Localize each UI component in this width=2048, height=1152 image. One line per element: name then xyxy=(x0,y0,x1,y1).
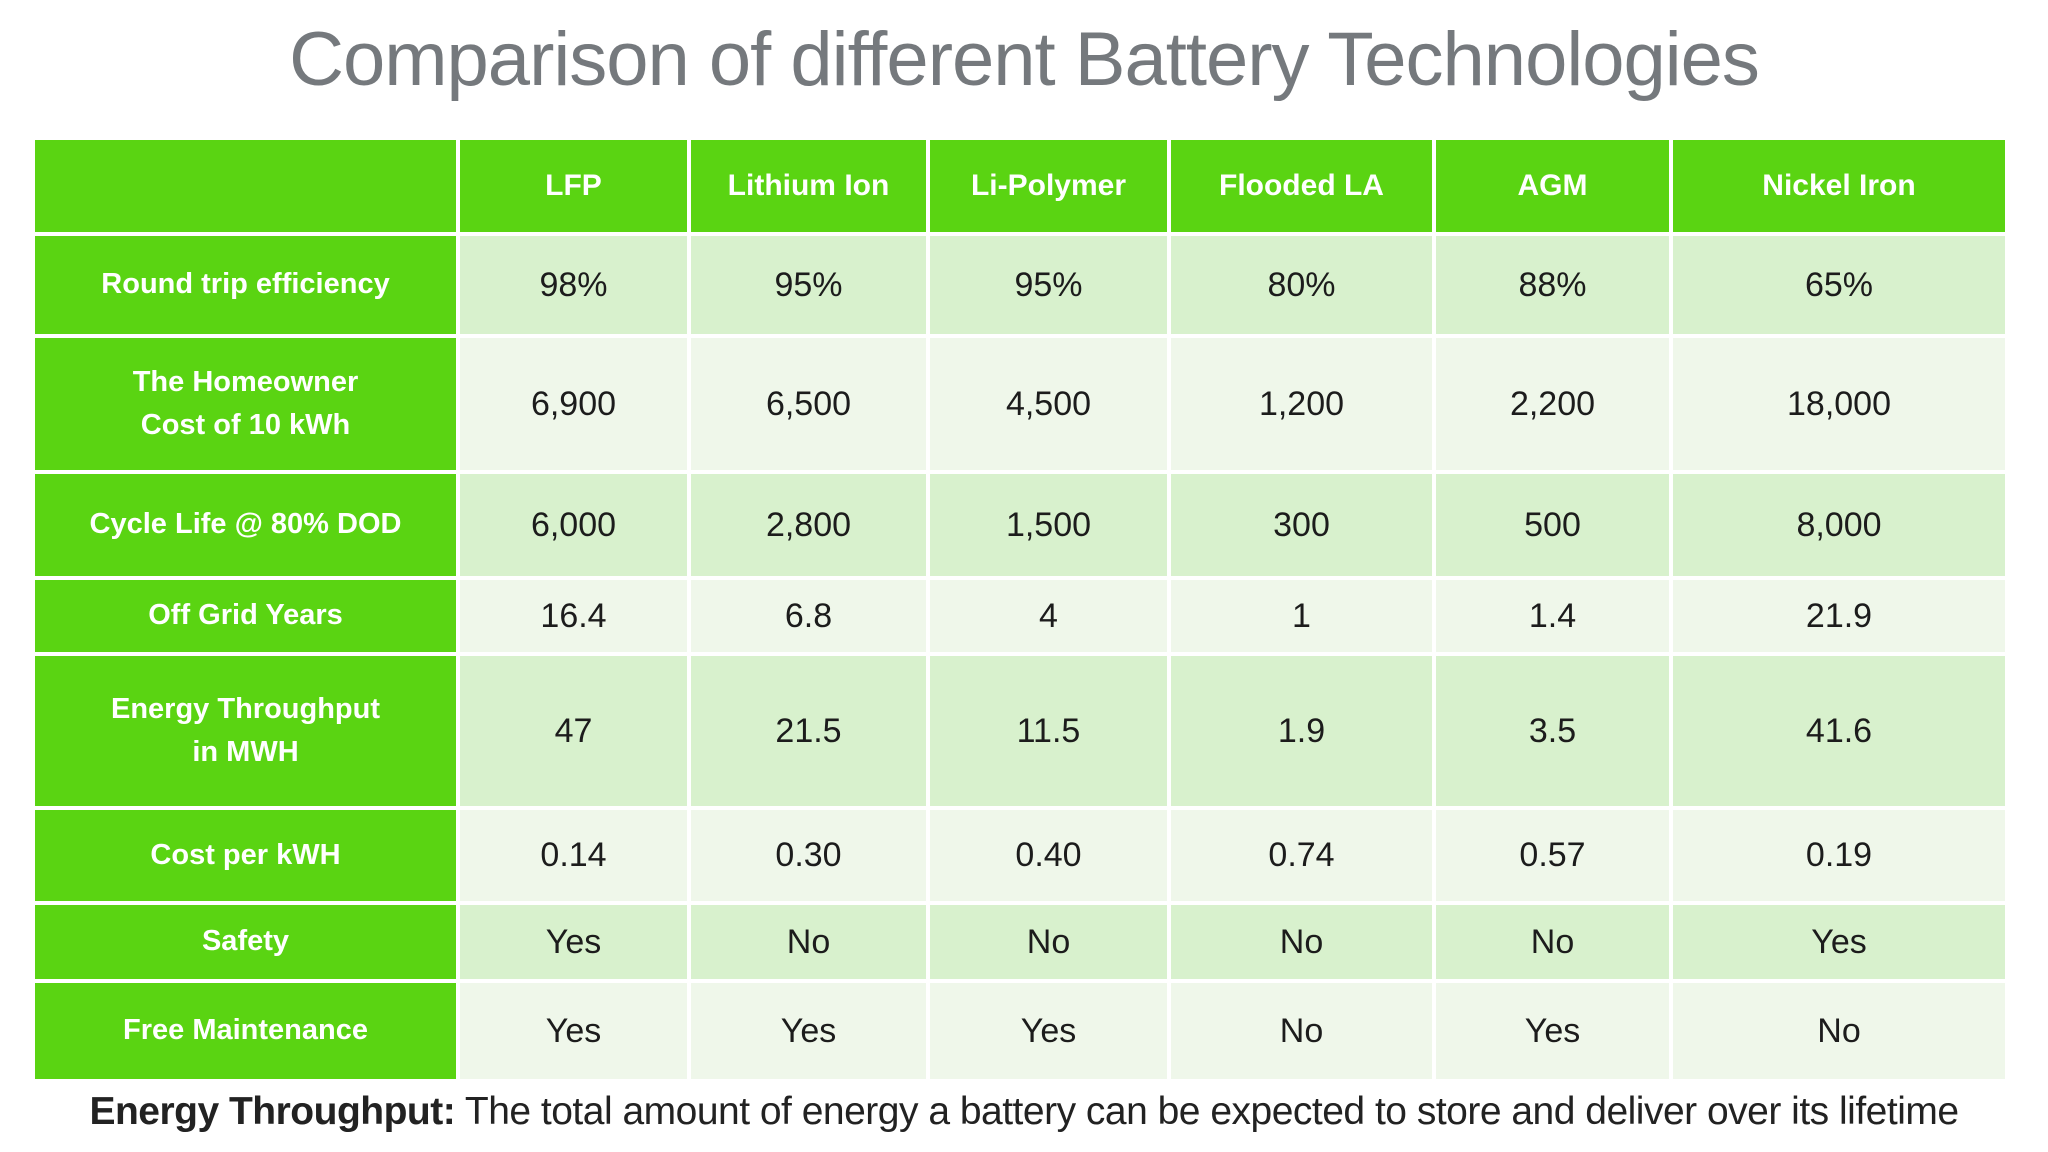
value-cell: 1,200 xyxy=(1171,338,1432,470)
value-cell: 0.57 xyxy=(1436,810,1669,901)
value-cell: Yes xyxy=(930,983,1167,1079)
value-cell: 11.5 xyxy=(930,656,1167,806)
value-cell: 88% xyxy=(1436,236,1669,334)
value-cell: 65% xyxy=(1673,236,2005,334)
value-cell: 1 xyxy=(1171,580,1432,652)
value-cell: 6,900 xyxy=(460,338,687,470)
value-cell: 1.9 xyxy=(1171,656,1432,806)
value-cell: 8,000 xyxy=(1673,474,2005,576)
column-header: LFP xyxy=(460,140,687,232)
column-header: Lithium Ion xyxy=(691,140,926,232)
page-title: Comparison of different Battery Technolo… xyxy=(289,17,1760,102)
column-header: Li-Polymer xyxy=(930,140,1167,232)
value-cell: 0.40 xyxy=(930,810,1167,901)
value-cell: 0.74 xyxy=(1171,810,1432,901)
value-cell: 1,500 xyxy=(930,474,1167,576)
footnote: Energy Throughput: The total amount of e… xyxy=(0,1090,2048,1134)
value-cell: 47 xyxy=(460,656,687,806)
value-cell: 98% xyxy=(460,236,687,334)
row-label: Energy Throughput in MWH xyxy=(35,656,456,806)
value-cell: 1.4 xyxy=(1436,580,1669,652)
value-cell: 3.5 xyxy=(1436,656,1669,806)
value-cell: Yes xyxy=(1436,983,1669,1079)
value-cell: 6,000 xyxy=(460,474,687,576)
value-cell: Yes xyxy=(691,983,926,1079)
value-cell: Yes xyxy=(1673,905,2005,979)
value-cell: 0.19 xyxy=(1673,810,2005,901)
row-label: Free Maintenance xyxy=(35,983,456,1079)
value-cell: 6,500 xyxy=(691,338,926,470)
value-cell: 95% xyxy=(691,236,926,334)
row-label: Round trip efficiency xyxy=(35,236,456,334)
value-cell: 21.9 xyxy=(1673,580,2005,652)
value-cell: 500 xyxy=(1436,474,1669,576)
value-cell: 0.30 xyxy=(691,810,926,901)
row-label: The Homeowner Cost of 10 kWh xyxy=(35,338,456,470)
battery-comparison-table: LFP Lithium Ion Li-Polymer Flooded LA AGM Nic… xyxy=(35,140,2005,1079)
value-cell: Yes xyxy=(460,905,687,979)
value-cell: 4 xyxy=(930,580,1167,652)
row-label: Off Grid Years xyxy=(35,580,456,652)
value-cell: 4,500 xyxy=(930,338,1167,470)
value-cell: No xyxy=(1436,905,1669,979)
corner-cell xyxy=(35,140,456,232)
value-cell: No xyxy=(930,905,1167,979)
value-cell: 2,800 xyxy=(691,474,926,576)
value-cell: 95% xyxy=(930,236,1167,334)
value-cell: 41.6 xyxy=(1673,656,2005,806)
row-label: Safety xyxy=(35,905,456,979)
footnote-term: Energy Throughput: xyxy=(89,1090,456,1133)
value-cell: 80% xyxy=(1171,236,1432,334)
value-cell: 300 xyxy=(1171,474,1432,576)
column-header: Flooded LA xyxy=(1171,140,1432,232)
value-cell: No xyxy=(691,905,926,979)
value-cell: Yes xyxy=(460,983,687,1079)
column-header: AGM xyxy=(1436,140,1669,232)
value-cell: 2,200 xyxy=(1436,338,1669,470)
value-cell: 6.8 xyxy=(691,580,926,652)
value-cell: No xyxy=(1673,983,2005,1079)
value-cell: No xyxy=(1171,905,1432,979)
row-label: Cost per kWH xyxy=(35,810,456,901)
value-cell: 21.5 xyxy=(691,656,926,806)
value-cell: 0.14 xyxy=(460,810,687,901)
value-cell: 16.4 xyxy=(460,580,687,652)
column-header: Nickel Iron xyxy=(1673,140,2005,232)
footnote-definition: The total amount of energy a battery can… xyxy=(455,1090,1959,1133)
value-cell: 18,000 xyxy=(1673,338,2005,470)
row-label: Cycle Life @ 80% DOD xyxy=(35,474,456,576)
value-cell: No xyxy=(1171,983,1432,1079)
